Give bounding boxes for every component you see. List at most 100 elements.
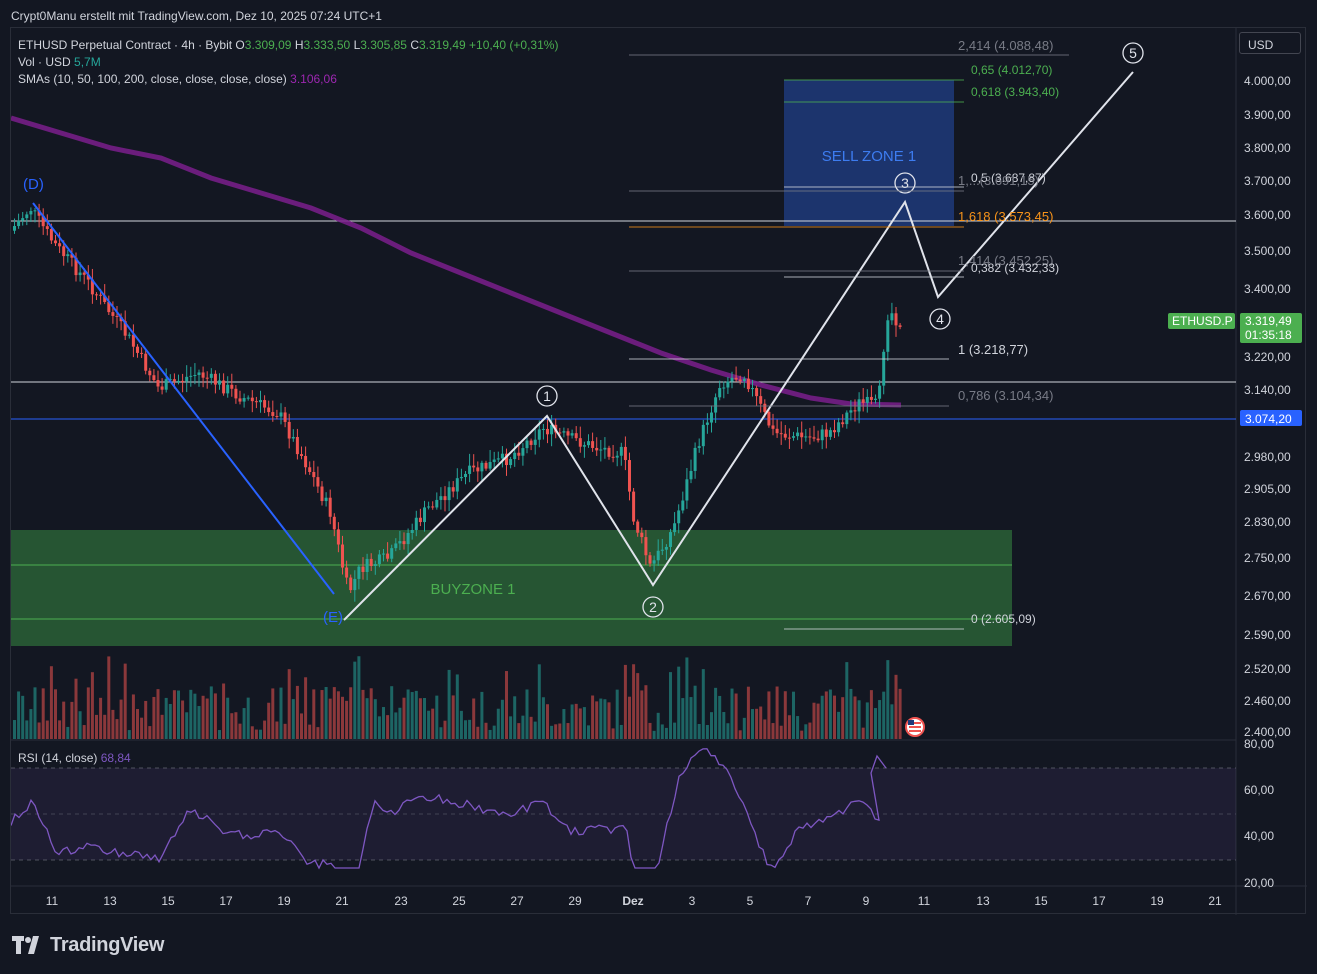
volume-bar (58, 720, 62, 739)
candle-body (168, 379, 172, 381)
volume-bar (541, 697, 545, 739)
volume-bar (140, 717, 144, 739)
volume-bar (693, 685, 697, 739)
volume-bar (300, 713, 303, 739)
volume-bar (464, 720, 467, 739)
volume-bar (172, 690, 176, 739)
wave-d-e-line (32, 202, 335, 595)
tradingview-wordmark: TradingView (50, 933, 165, 956)
volume-bar (697, 723, 701, 739)
time-tick-label: 17 (1092, 894, 1106, 908)
rsi-line (10, 748, 887, 870)
candle-body (361, 566, 365, 572)
time-tick-label: 13 (103, 894, 117, 908)
candle-body (103, 295, 107, 303)
volume-bar (529, 716, 533, 739)
candle-body (259, 400, 262, 403)
volume-bar (439, 727, 443, 739)
candle-body (464, 473, 467, 478)
sell-zone[interactable] (784, 80, 954, 226)
volume-bar (734, 693, 738, 739)
candle-body (812, 437, 816, 439)
candle-body (681, 500, 685, 511)
candle-body (189, 375, 193, 377)
time-tick-label: 5 (747, 894, 754, 908)
candle-body (197, 372, 201, 375)
volume-bar (558, 723, 562, 739)
candle-body (541, 428, 545, 430)
price-tick-label: 3.400,00 (1244, 282, 1291, 296)
fib-label: 0,382 (3.432,33) (971, 261, 1059, 275)
candle-body (566, 431, 570, 436)
candle-body (685, 479, 689, 501)
rsi-band (11, 768, 1236, 860)
volume-bar (209, 686, 213, 739)
volume-bar (377, 716, 381, 739)
candle-body (669, 532, 672, 547)
candle-body (324, 497, 328, 502)
volume-bar (853, 696, 857, 739)
candle-body (824, 429, 828, 437)
wave-label-5: 5 (1129, 45, 1137, 61)
buy-zone-label: BUYZONE 1 (430, 581, 515, 598)
buy-zone[interactable] (11, 530, 1012, 646)
candle-body (595, 447, 599, 451)
wave-circle (536, 385, 558, 407)
candle-body (783, 433, 787, 438)
legend-symbol-row: ETHUSD Perpetual Contract · 4h · Bybit O… (18, 38, 558, 52)
hline-tag (1240, 410, 1302, 426)
volume-bar (505, 671, 508, 739)
legend-c-label: C (410, 38, 419, 52)
us-flag-icon[interactable] (905, 717, 925, 737)
candle-body (796, 432, 800, 437)
volume-bar (201, 695, 205, 739)
candle-body (496, 458, 500, 460)
volume-bar (156, 689, 160, 739)
volume-bar (882, 691, 886, 739)
chart-frame[interactable]: SELL ZONE 1 BUYZONE 1 (D) (E) 1 2 3 4 5 2,414 … (10, 27, 1307, 915)
tradingview-logo[interactable]: TradingView (12, 932, 164, 958)
candle-body (455, 478, 459, 492)
candle-body (779, 433, 783, 435)
volume-bar (390, 686, 394, 739)
volume-bar (730, 688, 734, 739)
legend-rsi-label[interactable]: RSI (14, close) (18, 751, 98, 765)
volume-bar (168, 703, 172, 739)
candle-body (226, 384, 230, 394)
candle-body (308, 467, 312, 472)
volume-bar (324, 687, 328, 739)
volume-bar (849, 688, 853, 739)
legend-sma-label[interactable]: SMAs (10, 50, 100, 200, close, close, cl… (18, 72, 287, 86)
candle-body (603, 447, 607, 450)
axis-labels: 4.000,00 3.900,00 3.800,00 3.700,00 3.600,00… (46, 74, 1291, 908)
currency-button[interactable]: USD (1239, 32, 1301, 54)
candle-body (894, 313, 898, 326)
candle-body (853, 410, 857, 412)
candle-body (431, 506, 435, 508)
volume-bar (25, 720, 29, 739)
volume-bar (636, 673, 640, 739)
volume-bar (316, 727, 320, 739)
candle-body (148, 370, 152, 376)
candle-body (17, 220, 21, 227)
candle-body (652, 560, 656, 564)
legend-rsi-row: RSI (14, close) 68,84 (18, 751, 131, 765)
candle-body (144, 353, 148, 371)
legend-volume-label[interactable]: Vol · USD (18, 55, 71, 69)
candle-body (468, 465, 472, 474)
volume-bar (205, 698, 209, 739)
volume-bar (869, 690, 873, 739)
candle-body (759, 396, 763, 404)
volume-bar (710, 712, 713, 739)
volume-bar (279, 687, 283, 739)
candle-body (234, 388, 238, 399)
candle-body (58, 243, 62, 247)
candle-body (394, 543, 398, 549)
legend-symbol[interactable]: ETHUSD Perpetual Contract · 4h · Bybit (18, 38, 233, 52)
volume-bar (213, 693, 217, 739)
volume-bar (472, 698, 476, 739)
candle-body (193, 374, 197, 376)
price-tick-label: 2.980,00 (1244, 450, 1291, 464)
volume-bar (127, 730, 131, 739)
volume-bar (783, 691, 787, 739)
